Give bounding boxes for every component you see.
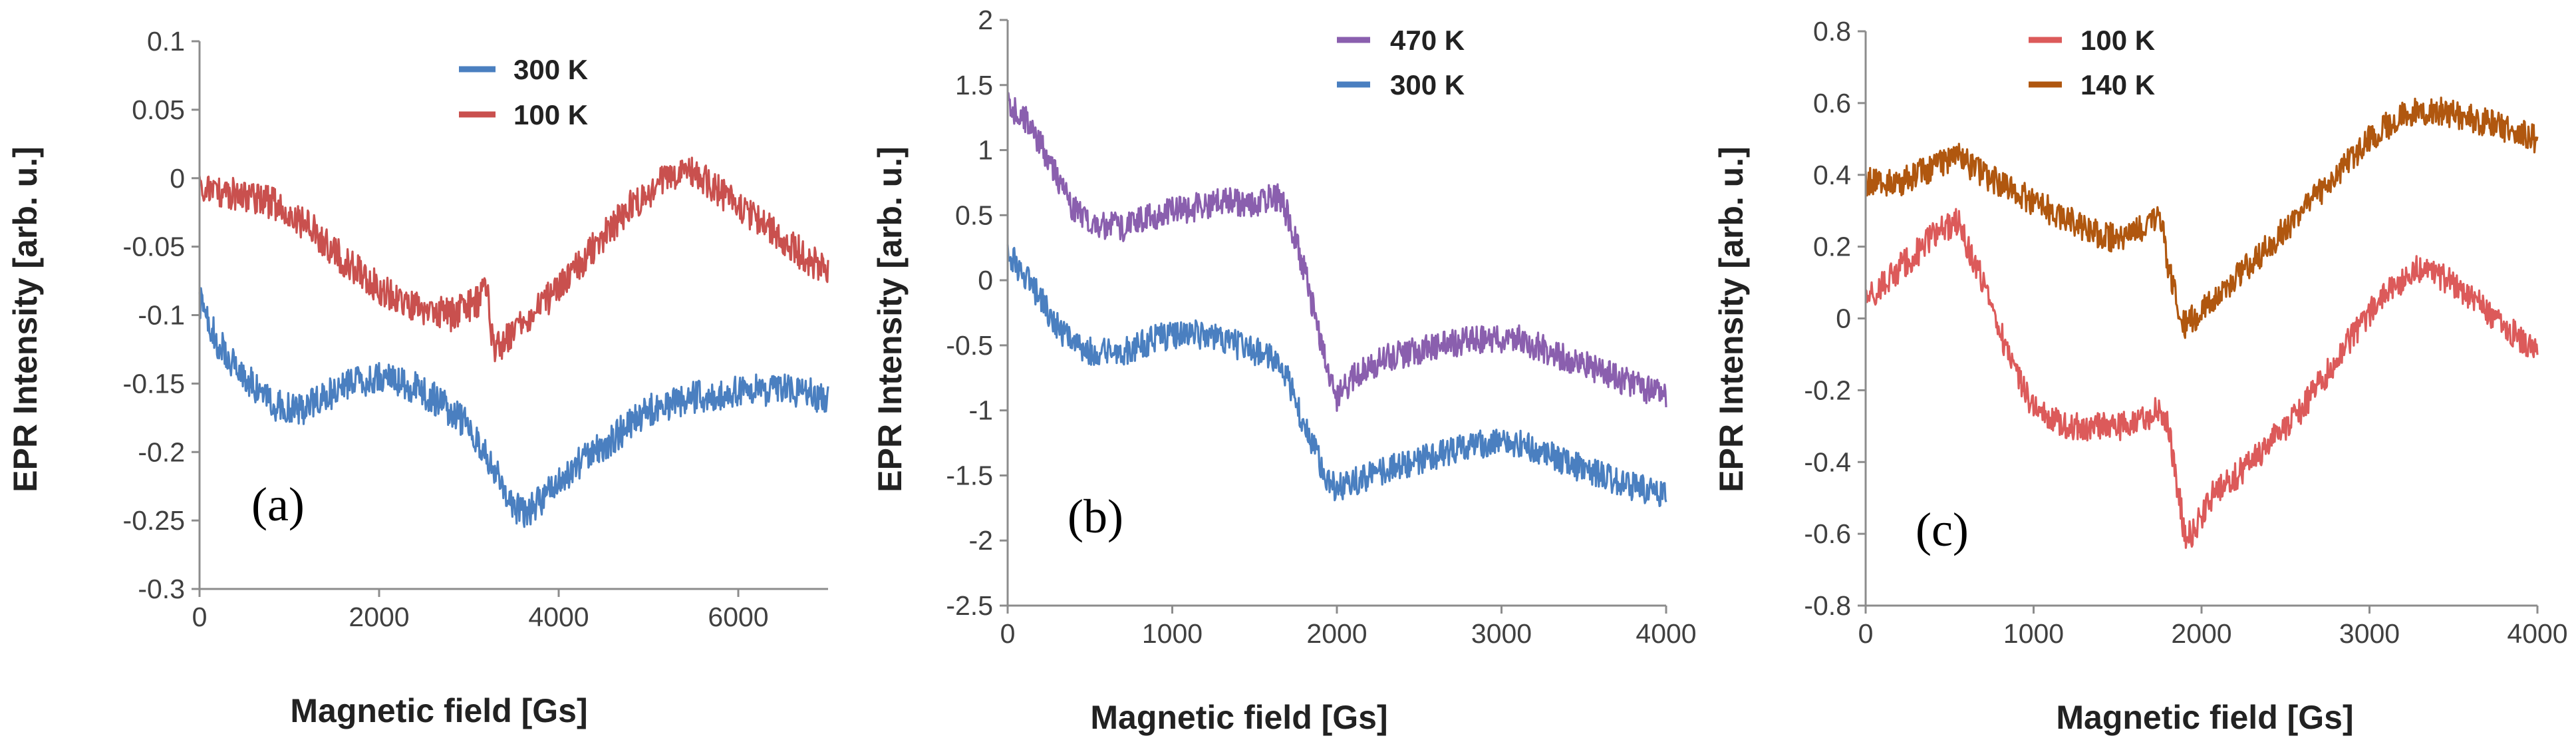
chart-a-y-tick-label: 0.05 bbox=[132, 94, 185, 125]
chart-c-series-1-line bbox=[1864, 208, 2539, 549]
chart-b-legend-label-1: 470 K bbox=[1390, 25, 1465, 56]
chart-b-axes bbox=[1000, 19, 1667, 614]
chart-a: 0.10.050-0.05-0.1-0.15-0.2-0.25-0.30 2000… bbox=[7, 26, 829, 729]
chart-c-series-2-line bbox=[1864, 96, 2539, 339]
chart-c-x-tick-label: 0 bbox=[1858, 618, 1874, 649]
chart-b-x-tick-label: 2000 bbox=[1306, 618, 1367, 649]
chart-a-y-tick-label: -0.3 bbox=[138, 574, 185, 604]
chart-a-x-tick-label: 2000 bbox=[349, 602, 409, 632]
chart-c: 0.80.60.40.20-0.2-0.4-0.6-0.80 1000 2000 30… bbox=[1713, 16, 2568, 736]
chart-c-axes bbox=[1858, 30, 2539, 614]
chart-a-y-tick-label: -0.25 bbox=[123, 505, 185, 536]
chart-c-y-tick-label: 0 bbox=[1836, 303, 1851, 334]
chart-c-series bbox=[1864, 96, 2539, 549]
chart-a-legend: 300 K 100 K bbox=[459, 54, 588, 130]
chart-a-panel-label: (a) bbox=[251, 478, 305, 531]
chart-c-y-tick-label: 0.2 bbox=[1813, 232, 1851, 262]
chart-a-series-2-line bbox=[198, 156, 829, 363]
chart-c-legend: 100 K 140 K bbox=[2029, 25, 2155, 100]
chart-b-series-2-line bbox=[1006, 244, 1667, 507]
chart-a-legend-label-2: 100 K bbox=[513, 99, 588, 130]
chart-b-y-tick-label: -1 bbox=[969, 395, 993, 426]
chart-b-y-tick-label: 0.5 bbox=[955, 200, 993, 230]
chart-b-y-tick-label: -0.5 bbox=[946, 330, 993, 361]
chart-c-y-tick-label: -0.2 bbox=[1804, 375, 1851, 405]
chart-c-panel-label: (c) bbox=[1916, 503, 1969, 556]
chart-c-y-tick-label: 0.4 bbox=[1813, 160, 1851, 190]
chart-b-x-tick-label: 3000 bbox=[1471, 618, 1532, 649]
chart-a-series bbox=[198, 156, 829, 528]
chart-b-legend-label-2: 300 K bbox=[1390, 69, 1465, 100]
chart-b-y-tick-label: -1.5 bbox=[946, 460, 993, 490]
chart-b-y-axis-title: EPR Intensity [arb. u.] bbox=[871, 146, 909, 492]
chart-b-tick-labels: 21.510.50-0.5-1-1.5-2-2.50 1000 2000 3000 40… bbox=[946, 5, 1696, 649]
chart-c-x-tick-label: 1000 bbox=[2003, 618, 2064, 649]
chart-b: 21.510.50-0.5-1-1.5-2-2.50 1000 2000 3000 40… bbox=[871, 5, 1697, 736]
chart-a-y-tick-label: 0.1 bbox=[147, 26, 185, 57]
chart-a-tick-labels: 0.10.050-0.05-0.1-0.15-0.2-0.25-0.30 2000… bbox=[123, 26, 769, 632]
chart-b-y-tick-label: -2.5 bbox=[946, 590, 993, 621]
chart-c-y-tick-label: -0.6 bbox=[1804, 518, 1851, 549]
chart-b-series-1-line bbox=[1006, 92, 1667, 412]
chart-c-y-tick-label: 0.8 bbox=[1813, 16, 1851, 47]
chart-c-legend-label-1: 100 K bbox=[2080, 25, 2155, 56]
chart-b-x-tick-label: 1000 bbox=[1142, 618, 1203, 649]
chart-a-series-1-line bbox=[198, 287, 829, 528]
chart-b-y-tick-label: 0 bbox=[978, 265, 993, 295]
chart-c-x-axis-title: Magnetic field [Gs] bbox=[2056, 699, 2353, 736]
chart-c-y-tick-label: -0.8 bbox=[1804, 590, 1851, 621]
chart-a-y-tick-label: -0.15 bbox=[123, 368, 185, 399]
chart-a-x-tick-label: 0 bbox=[192, 602, 208, 632]
chart-b-x-tick-label: 0 bbox=[1000, 618, 1016, 649]
chart-a-axes bbox=[192, 40, 828, 597]
chart-a-y-tick-label: -0.1 bbox=[138, 300, 185, 331]
chart-a-y-tick-label: -0.2 bbox=[138, 437, 185, 467]
chart-c-x-tick-label: 2000 bbox=[2171, 618, 2231, 649]
chart-c-y-tick-label: -0.4 bbox=[1804, 447, 1851, 477]
chart-b-panel-label: (b) bbox=[1068, 490, 1123, 543]
chart-a-y-tick-label: 0 bbox=[170, 163, 185, 194]
chart-b-y-tick-label: 1.5 bbox=[955, 70, 993, 100]
chart-c-x-tick-label: 4000 bbox=[2507, 618, 2567, 649]
chart-c-tick-labels: 0.80.60.40.20-0.2-0.4-0.6-0.80 1000 2000 30… bbox=[1804, 16, 2567, 649]
chart-b-x-axis-title: Magnetic field [Gs] bbox=[1090, 699, 1387, 736]
chart-b-y-tick-label: 2 bbox=[978, 5, 993, 35]
chart-b-y-tick-label: 1 bbox=[978, 135, 993, 166]
chart-c-y-axis-title: EPR Intensity [arb. u.] bbox=[1713, 146, 1750, 492]
chart-c-x-tick-label: 3000 bbox=[2339, 618, 2400, 649]
chart-a-legend-label-1: 300 K bbox=[513, 54, 588, 85]
chart-a-x-axis-title: Magnetic field [Gs] bbox=[290, 692, 587, 729]
chart-a-x-tick-label: 4000 bbox=[528, 602, 589, 632]
chart-c-legend-label-2: 140 K bbox=[2080, 69, 2155, 100]
chart-a-y-axis-title: EPR Intensity [arb. u.] bbox=[7, 146, 44, 492]
chart-b-series bbox=[1006, 92, 1667, 507]
chart-a-x-tick-label: 6000 bbox=[708, 602, 768, 632]
chart-a-y-tick-label: -0.05 bbox=[123, 232, 185, 262]
chart-b-legend: 470 K 300 K bbox=[1337, 25, 1465, 100]
chart-b-y-tick-label: -2 bbox=[969, 525, 993, 556]
chart-c-y-tick-label: 0.6 bbox=[1813, 88, 1851, 118]
chart-b-x-tick-label: 4000 bbox=[1636, 618, 1696, 649]
